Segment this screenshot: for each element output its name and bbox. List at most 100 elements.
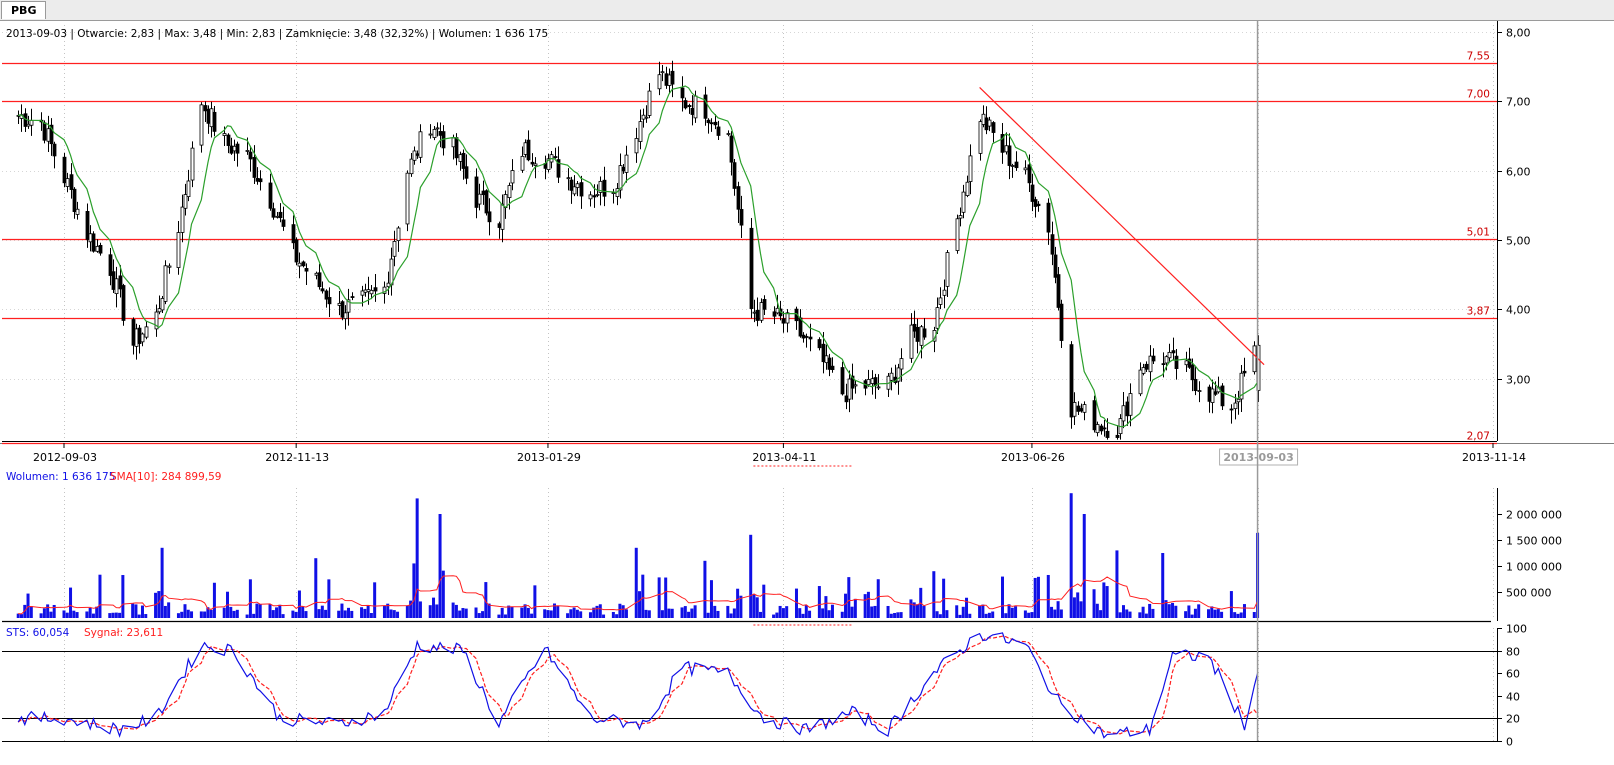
volume-bar [327,579,331,618]
candle-body [755,309,760,321]
volume-bar [611,611,615,618]
candle-body [167,265,172,268]
volume-bar [95,606,99,618]
volume-bar [134,604,138,618]
candle-body [772,311,777,317]
candle-body [526,139,531,161]
candle-body [428,133,433,136]
candle-body [847,378,852,400]
candle-body [1167,351,1172,359]
candle-body [621,166,626,172]
volume-bar [670,608,674,618]
candle-body [392,241,397,257]
volume-bar [428,605,432,618]
volume-bar [817,586,821,618]
candle-body [245,150,250,152]
candle-body [919,326,924,346]
candle-body [915,327,920,342]
candle-body [752,311,757,314]
volume-bar [203,611,207,618]
tab-pbg[interactable]: PBG [1,1,47,19]
volume-bar [965,597,969,618]
candle-body [624,154,629,173]
candle-body [1184,360,1189,366]
candle-body [1210,388,1215,403]
volume-bar [641,574,645,618]
candle-body [657,74,662,90]
volume-bar [899,612,903,618]
candle-body [500,203,505,230]
candle-body [687,105,692,108]
volume-bar [114,612,118,618]
volume-bar [870,606,874,618]
volume-bar [945,610,949,618]
candle-body [389,258,394,286]
volume-bar [549,610,553,618]
volume-bar [598,604,602,618]
volume-bar [167,602,171,618]
candle-body [736,186,741,210]
trendline [979,86,1265,366]
volume-bar [271,610,275,618]
volume-bar [693,605,697,618]
candle-body [1036,203,1041,207]
volume-bar [154,592,158,618]
stochastic-signal-line [17,635,1259,735]
volume-bar [1213,609,1217,618]
volume-bar [42,608,46,618]
volume-bar [1030,612,1034,618]
volume-bar [1239,612,1243,618]
volume-axis-label: 2 000 000 [1506,509,1562,522]
candle-body [690,107,695,115]
candle-body [1105,430,1110,438]
volume-bar [706,612,710,618]
volume-bar [961,606,965,618]
candle-body [324,290,329,300]
volume-bar [183,604,187,618]
candle-body [1027,164,1032,184]
stochastic-signal-label: Sygnał: 23,611 [84,627,163,639]
volume-bar [804,605,808,618]
candle-body [922,328,927,338]
volume-bar [703,560,707,618]
volume-bar [1167,604,1171,618]
candle-body [1190,364,1195,381]
candle-body [520,155,525,171]
volume-axis-label: 500 000 [1506,587,1552,600]
candle-body [98,244,103,254]
volume-bar [118,612,122,618]
candle-body [821,343,826,363]
volume-bar [530,613,534,618]
chart-area[interactable]: 3,00 4,00 5,00 6,00 7,00 8,00 7,55 7,00 5,01 3,8… [0,21,1614,765]
volume-bar [1095,603,1099,618]
candle-body [1236,398,1241,403]
candle-body [1171,350,1176,354]
volume-bar [1233,612,1237,618]
price-axis-label: 5,00 [1506,235,1531,248]
candle-body [111,271,116,290]
volume-bar [190,611,194,618]
candle-body [840,367,845,395]
candle-body [912,323,917,332]
price-axis-label: 8,00 [1506,27,1531,40]
volume-bar [1079,601,1083,618]
volume-bar [798,608,802,618]
candle-body [889,372,894,381]
stochastic-gridlines [64,628,1494,741]
volume-bar [981,604,985,618]
volume-bar [683,606,687,618]
volume-bar [1141,606,1145,618]
candle-body [29,120,34,126]
candle-body [72,188,77,212]
candle-body [144,326,149,338]
volume-bar [830,604,834,618]
date-axis-label: 2013-06-26 [1001,451,1065,464]
volume-bar [1187,605,1191,618]
volume-bar [556,605,560,618]
volume-bar [915,604,919,618]
candle-body [942,289,947,296]
candle-body [154,311,159,330]
volume-bar [369,613,373,618]
candle-body [484,190,489,214]
volume-bar [808,610,812,618]
